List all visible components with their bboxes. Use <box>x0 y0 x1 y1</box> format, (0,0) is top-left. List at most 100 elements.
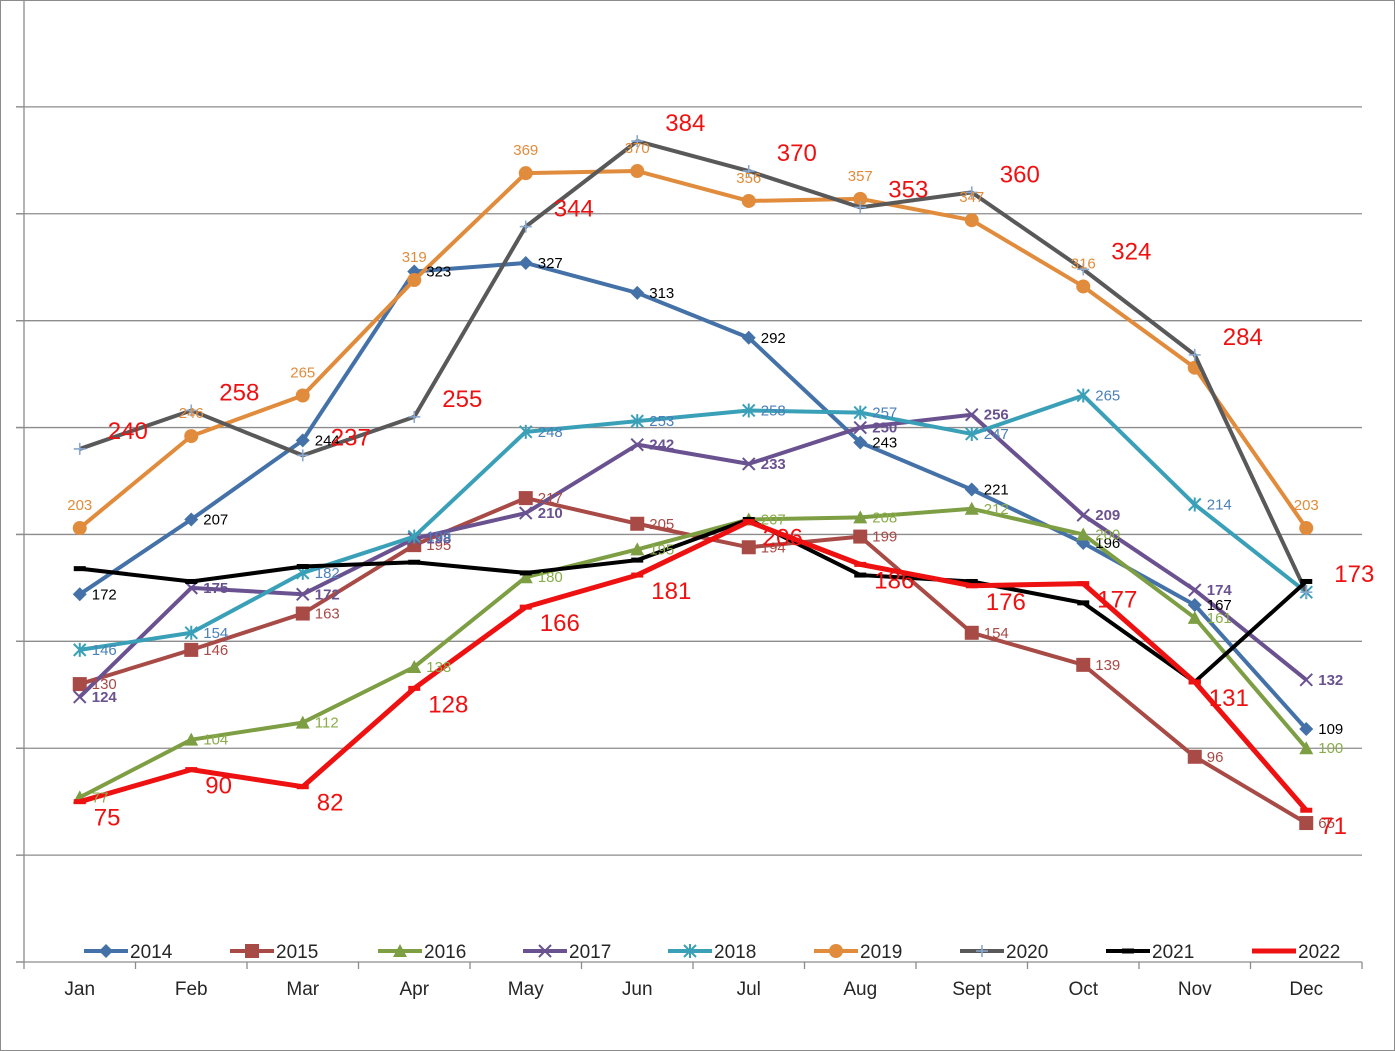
data-point-2014 <box>964 482 979 497</box>
data-label-2014: 196 <box>1095 535 1120 552</box>
legend-item-2014: 2014 <box>84 942 173 963</box>
data-label-2015: 146 <box>203 642 228 659</box>
data-point-2020 <box>1077 263 1090 276</box>
data-point-2015 <box>184 642 199 657</box>
data-point-2017 <box>1076 508 1090 522</box>
legend-item-2015: 2015 <box>230 942 318 963</box>
data-point-2019 <box>518 166 533 181</box>
data-point-2019 <box>853 191 868 206</box>
data-point-2015 <box>295 606 310 621</box>
data-label-2019: 356 <box>736 170 761 187</box>
data-label-2017: 172 <box>315 586 340 603</box>
data-point-2020 <box>631 135 644 148</box>
data-label-2016: 138 <box>426 659 451 676</box>
data-point-2014 <box>518 255 533 270</box>
data-point-2020 <box>854 201 867 214</box>
data-point-2016 <box>295 715 310 729</box>
data-point-2021 <box>1077 600 1090 606</box>
data-label-2016: 200 <box>1095 526 1120 543</box>
data-label-2015: 217 <box>538 490 563 507</box>
data-point-2022 <box>73 799 86 805</box>
series-2020 <box>73 135 1313 599</box>
data-label-2020: 284 <box>1223 324 1263 351</box>
series-2014 <box>72 255 1314 736</box>
x-tick-label: Jul <box>737 979 761 1000</box>
series-line-2014 <box>78 260 1308 731</box>
data-point-2020 <box>73 442 86 455</box>
data-point-2021 <box>631 557 644 563</box>
data-label-2016: 195 <box>649 541 674 558</box>
data-point-2020 <box>296 449 309 462</box>
data-point-2017 <box>1188 583 1202 597</box>
data-point-2014 <box>1187 597 1202 612</box>
series-2022 <box>73 519 1313 813</box>
data-label-2014: 167 <box>1207 597 1232 614</box>
data-label-2017: 210 <box>538 505 563 522</box>
data-point-2015 <box>1299 816 1314 831</box>
data-point-2019 <box>72 521 87 536</box>
data-point-2021 <box>519 570 532 576</box>
x-tick-label: Jun <box>622 979 653 1000</box>
data-label-2019: 319 <box>402 249 427 266</box>
data-point-2022 <box>631 572 644 578</box>
data-label-2014: 221 <box>984 482 1009 499</box>
data-point-2017 <box>519 506 533 520</box>
data-label-2014: 292 <box>761 330 786 347</box>
data-label-2016: 100 <box>1318 740 1343 757</box>
data-point-2021 <box>965 578 978 584</box>
series-2017 <box>73 408 1313 704</box>
data-label-2014: 243 <box>872 435 897 452</box>
data-label-2018: 214 <box>1207 497 1232 514</box>
data-label-2022: 166 <box>540 610 580 637</box>
data-point-2019 <box>1299 521 1314 536</box>
data-label-2020: 240 <box>108 418 148 445</box>
data-point-2021 <box>408 559 421 565</box>
data-label-2017: 250 <box>872 420 897 437</box>
data-point-2016 <box>1187 610 1202 624</box>
x-tick-label: May <box>508 979 544 1000</box>
data-label-2015: 195 <box>426 537 451 554</box>
data-point-2017 <box>853 420 867 435</box>
legend-marker <box>99 944 113 958</box>
legend-marker <box>538 944 552 958</box>
data-label-2022: 181 <box>651 578 691 605</box>
legend-item-2020: 2020 <box>960 942 1048 963</box>
legend-item-2021: 2021 <box>1106 942 1194 963</box>
data-label-2020: 370 <box>777 140 817 167</box>
data-point-2020 <box>1300 586 1313 599</box>
legend-item-2022: 2022 <box>1252 942 1340 963</box>
data-point-2017 <box>1299 673 1313 687</box>
data-point-2014 <box>184 512 199 527</box>
data-label-2020: 258 <box>219 379 259 406</box>
data-label-2014: 172 <box>92 586 117 603</box>
data-point-2018 <box>742 403 756 418</box>
data-label-2017: 233 <box>761 456 786 473</box>
data-point-2016 <box>407 659 422 673</box>
data-point-2018 <box>965 426 979 441</box>
data-label-2018: 253 <box>649 413 674 430</box>
data-label-2017: 174 <box>1207 582 1233 599</box>
data-point-2020 <box>519 220 532 233</box>
data-label-2017: 132 <box>1318 672 1343 689</box>
data-point-2020 <box>1188 348 1201 361</box>
data-label-2018: 146 <box>92 642 117 659</box>
series-line-2018 <box>79 393 1308 652</box>
data-label-2016: 212 <box>984 501 1009 518</box>
data-label-2015: 130 <box>92 676 117 693</box>
legend-marker <box>245 944 259 958</box>
legend-marker <box>976 945 988 957</box>
data-label-2018: 248 <box>538 424 563 441</box>
data-label-2018: 199 <box>426 529 451 546</box>
data-point-2016 <box>1076 527 1091 541</box>
legend-label: 2014 <box>130 942 173 963</box>
data-point-2015 <box>1187 749 1202 764</box>
data-point-2021 <box>854 572 867 578</box>
data-point-2022 <box>854 561 867 567</box>
x-tick-label: Mar <box>286 979 319 1000</box>
data-label-2014: 313 <box>649 285 674 302</box>
data-label-2022: 128 <box>428 691 468 718</box>
data-point-2014 <box>741 330 756 345</box>
x-tick-label: Feb <box>175 979 208 1000</box>
data-point-2022 <box>1300 807 1313 813</box>
legend-label: 2017 <box>569 942 611 963</box>
